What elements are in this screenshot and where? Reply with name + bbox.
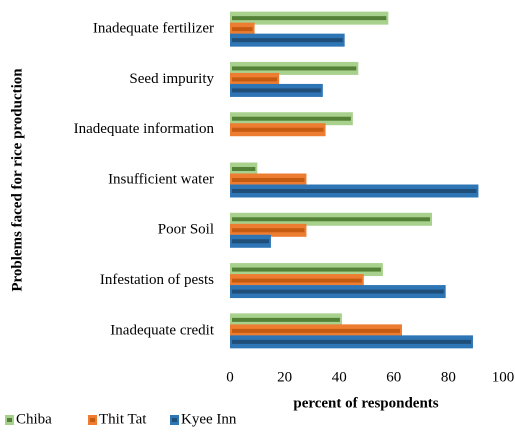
y-tick-label: Inadequate fertilizer — [93, 21, 214, 37]
bar-accent — [232, 189, 477, 193]
bar-accent — [232, 27, 253, 32]
x-tick-label: 20 — [277, 369, 292, 385]
bar-accent — [232, 278, 362, 283]
y-tick-label: Inadequate credit — [110, 322, 215, 338]
x-tick-label: 80 — [441, 369, 456, 385]
y-axis-title: Problems faced for rice production — [9, 68, 25, 292]
y-tick-label: Inadequate information — [74, 121, 215, 137]
bar-accent — [232, 116, 351, 121]
bar-accent — [232, 267, 381, 272]
y-tick-label: Poor Soil — [158, 222, 214, 238]
y-tick-label: Insufficient water — [108, 171, 214, 187]
bar-accent — [232, 289, 444, 294]
bar-accent — [232, 217, 431, 222]
bar-accent — [232, 66, 357, 71]
bar-accent — [232, 16, 387, 21]
legend-swatch-accent — [90, 418, 95, 422]
legend-swatch-accent — [172, 418, 177, 422]
legend-swatch-accent — [7, 418, 12, 422]
legend-label: Kyee Inn — [181, 411, 237, 427]
bar-accent — [232, 328, 400, 333]
bar-accent — [232, 239, 269, 244]
x-tick-label: 100 — [492, 369, 515, 385]
bar-accent — [232, 38, 343, 43]
bar-accent — [232, 88, 321, 93]
bar-accent — [232, 228, 305, 233]
x-tick-label: 60 — [386, 369, 401, 385]
x-tick-label: 0 — [226, 369, 234, 385]
bar-accent — [232, 339, 471, 344]
x-axis-title: percent of respondents — [293, 395, 438, 411]
y-tick-label: Infestation of pests — [100, 272, 214, 288]
y-tick-label: Seed impurity — [129, 71, 214, 87]
bar-accent — [232, 127, 324, 132]
bar-accent — [232, 178, 305, 182]
legend-label: Thit Tat — [99, 411, 147, 427]
x-tick-label: 40 — [332, 369, 347, 385]
bar-accent — [232, 77, 278, 82]
legend-label: Chiba — [16, 411, 52, 427]
bar-accent — [232, 317, 340, 322]
bar-accent — [232, 167, 256, 171]
